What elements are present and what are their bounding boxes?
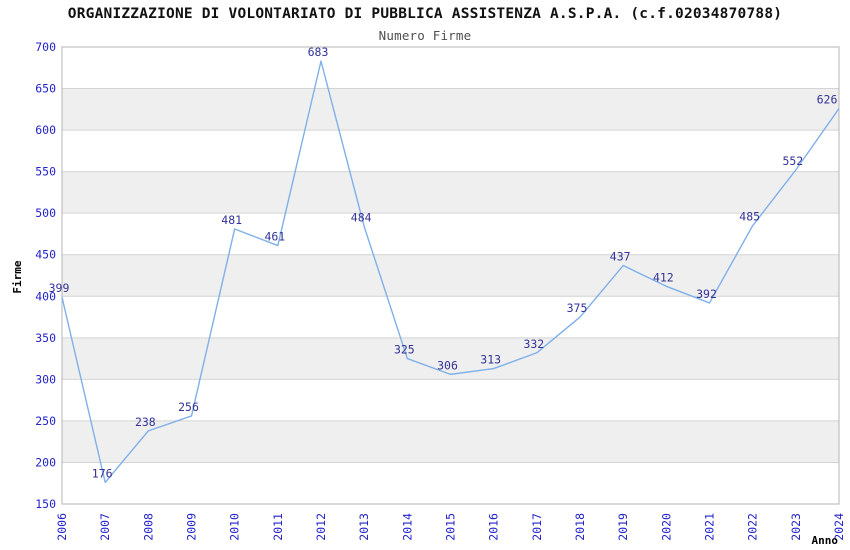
y-tick-label: 300 — [35, 372, 56, 386]
data-point-label: 256 — [178, 400, 199, 414]
x-tick-label: 2018 — [573, 513, 587, 541]
x-tick-label: 2021 — [703, 513, 717, 541]
y-tick-label: 150 — [35, 497, 56, 511]
plot-border — [61, 46, 840, 505]
data-point-label: 626 — [817, 92, 838, 106]
data-point-label: 461 — [264, 230, 285, 244]
plot-band — [62, 420, 839, 463]
x-tick-label: 2019 — [616, 513, 630, 541]
data-point-label: 392 — [696, 287, 717, 301]
y-tick-label: 700 — [35, 40, 56, 54]
data-point-label: 332 — [523, 337, 544, 351]
y-tick-label: 200 — [35, 455, 56, 469]
x-tick-label: 2010 — [228, 513, 242, 541]
data-point-label: 412 — [653, 270, 674, 284]
x-tick-label: 2009 — [185, 513, 199, 541]
plot-band — [62, 88, 839, 131]
x-tick-label: 2014 — [400, 513, 414, 541]
y-tick-label: 500 — [35, 206, 56, 220]
data-point-label: 325 — [394, 343, 415, 357]
y-tick-label: 550 — [35, 165, 56, 179]
y-tick-label: 350 — [35, 331, 56, 345]
y-tick-label: 650 — [35, 82, 56, 96]
x-tick-label: 2011 — [271, 513, 285, 541]
data-point-label: 399 — [49, 281, 70, 295]
x-tick-label: 2016 — [487, 513, 501, 541]
y-tick-label: 600 — [35, 123, 56, 137]
plot-band — [62, 171, 839, 214]
x-tick-label: 2017 — [530, 513, 544, 541]
data-point-label: 313 — [480, 353, 501, 367]
x-tick-label: 2007 — [98, 513, 112, 541]
x-axis-title: Anno — [812, 534, 839, 547]
x-tick-label: 2012 — [314, 513, 328, 541]
data-point-label: 552 — [782, 154, 803, 168]
x-tick-label: 2006 — [55, 513, 69, 541]
chart-subtitle: Numero Firme — [378, 28, 472, 43]
x-tick-label: 2024 — [832, 513, 846, 541]
data-point-label: 683 — [308, 45, 329, 59]
data-point-label: 176 — [92, 466, 113, 480]
plot-band — [62, 254, 839, 297]
y-tick-label: 400 — [35, 289, 56, 303]
data-point-label: 306 — [437, 358, 458, 372]
data-point-label: 238 — [135, 415, 156, 429]
data-point-label: 484 — [351, 210, 372, 224]
data-line — [61, 60, 840, 484]
x-tick-label: 2013 — [357, 513, 371, 541]
x-tick-label: 2020 — [659, 513, 673, 541]
data-point-label: 481 — [221, 213, 242, 227]
y-tick-label: 450 — [35, 248, 56, 262]
x-tick-label: 2022 — [746, 513, 760, 541]
x-tick-label: 2023 — [789, 513, 803, 541]
y-tick-label: 250 — [35, 414, 56, 428]
data-point-label: 485 — [739, 210, 760, 224]
chart-title: ORGANIZZAZIONE DI VOLONTARIATO DI PUBBLI… — [67, 6, 783, 22]
data-point-label: 437 — [610, 250, 631, 264]
plot-band — [62, 337, 839, 380]
x-tick-label: 2015 — [444, 513, 458, 541]
data-point-label: 375 — [567, 301, 588, 315]
y-axis-title: Firme — [11, 260, 24, 293]
x-tick-label: 2008 — [141, 513, 155, 541]
